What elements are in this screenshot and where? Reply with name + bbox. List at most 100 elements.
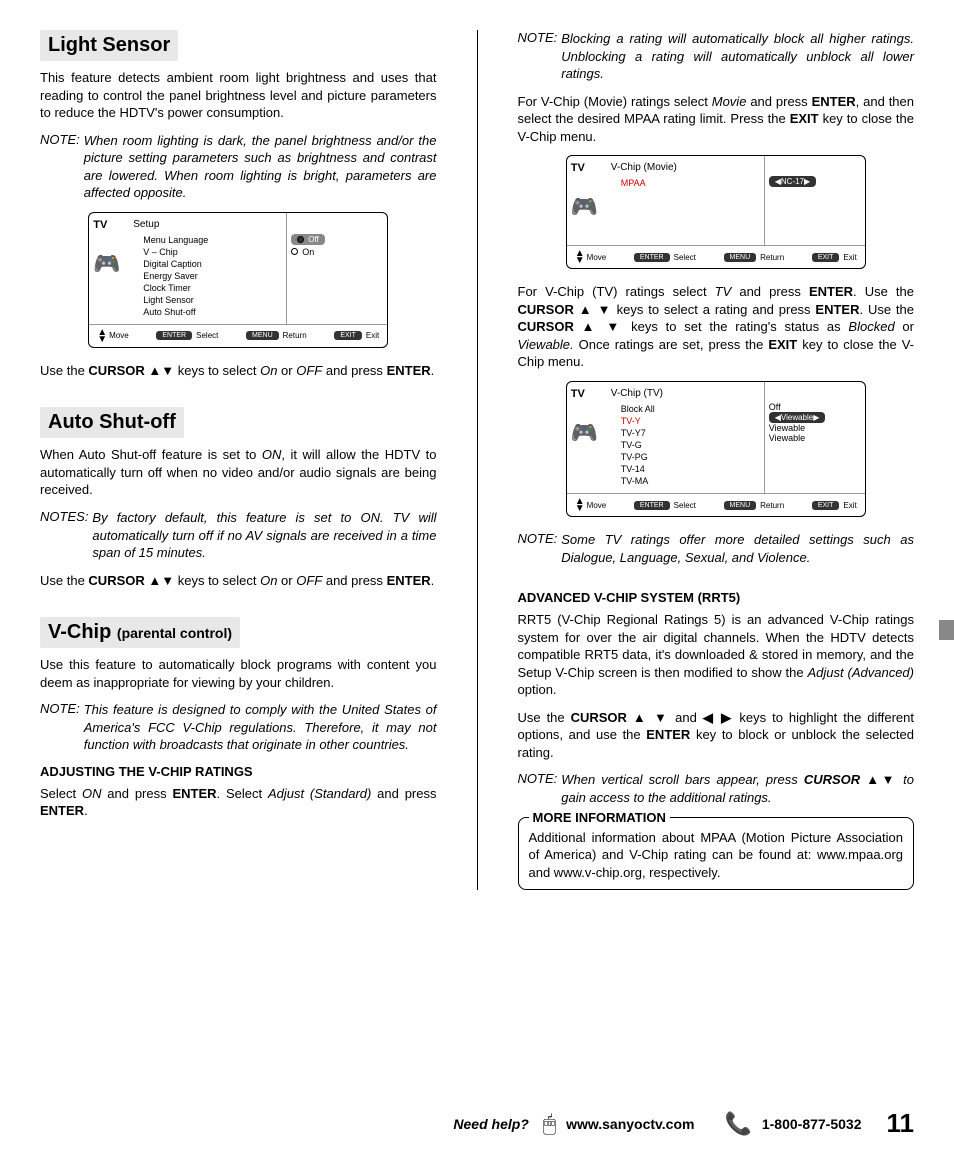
enter-key: ENTER: [156, 331, 192, 340]
footer-return: Return: [760, 253, 784, 262]
advanced-vchip-body: RRT5 (V-Chip Regional Ratings 5) is an a…: [518, 611, 915, 699]
rating-item: TV-G: [621, 439, 760, 451]
opt-off: Off: [308, 235, 319, 244]
note-body: Blocking a rating will automatically blo…: [561, 30, 914, 83]
exit-key: EXIT: [334, 331, 362, 340]
rating-value: NC-17: [781, 177, 804, 186]
note-label: NOTE:: [40, 701, 80, 754]
footer-exit: Exit: [843, 253, 856, 262]
advanced-note: NOTE: When vertical scroll bars appear, …: [518, 771, 915, 806]
page-number: 11: [887, 1108, 915, 1139]
tv-ratings-intro: For V-Chip (TV) ratings select TV and pr…: [518, 283, 915, 371]
enter-key: ENTER: [634, 253, 670, 262]
auto-shutoff-heading: Auto Shut-off: [40, 407, 184, 438]
auto-shutoff-section: Auto Shut-off When Auto Shut-off feature…: [40, 407, 437, 589]
mouse-icon: 🖱: [543, 1111, 556, 1137]
light-sensor-instruction: Use the CURSOR ▲▼ keys to select On or O…: [40, 362, 437, 380]
remote-icon: 🎮: [93, 251, 125, 277]
footer-move: Move: [109, 331, 129, 340]
note-label: NOTE:: [518, 30, 558, 83]
tv-ratings-note: NOTE: Some TV ratings offer more detaile…: [518, 531, 915, 566]
auto-shutoff-instruction: Use the CURSOR ▲▼ keys to select On or O…: [40, 572, 437, 590]
auto-shutoff-intro: When Auto Shut-off feature is set to ON,…: [40, 446, 437, 499]
menu-footer: ▲▼ Move ENTERSelect MENUReturn EXITExit: [567, 493, 865, 516]
advanced-vchip-heading: ADVANCED V-CHIP SYSTEM (RRT5): [518, 590, 915, 605]
menu-footer: ▲▼ Move ENTERSelect MENUReturn EXITExit: [89, 324, 387, 347]
menu-item: V – Chip: [143, 246, 282, 258]
footer-return: Return: [283, 331, 307, 340]
menu-key: MENU: [246, 331, 279, 340]
menu-key: MENU: [724, 501, 757, 510]
nc17-pill: ◀ NC-17 ▶: [769, 176, 816, 187]
footer-url: www.sanyoctv.com: [566, 1116, 694, 1132]
menu-key: MENU: [724, 253, 757, 262]
footer-select: Select: [196, 331, 218, 340]
vchip-section: V-Chip (parental control) Use this featu…: [40, 617, 437, 820]
rating-item: TV-MA: [621, 475, 760, 487]
tv-label: TV: [93, 219, 125, 231]
column-divider: [477, 30, 478, 890]
exit-key: EXIT: [812, 253, 840, 262]
vchip-intro: Use this feature to automatically block …: [40, 656, 437, 691]
page-footer: Need help? 🖱 www.sanyoctv.com 📞 1-800-87…: [40, 1108, 914, 1139]
light-sensor-note: NOTE: When room lighting is dark, the pa…: [40, 132, 437, 202]
phone-icon: 📞: [724, 1111, 751, 1137]
footer-phone: 1-800-877-5032: [762, 1116, 862, 1132]
auto-shutoff-note: NOTES: By factory default, this feature …: [40, 509, 437, 562]
tv-label: TV: [571, 388, 603, 400]
note-label: NOTES:: [40, 509, 88, 562]
footer-select: Select: [674, 501, 696, 510]
exit-key: EXIT: [812, 501, 840, 510]
enter-key: ENTER: [634, 501, 670, 510]
menu-item: Digital Caption: [143, 258, 282, 270]
vchip-tv-menu: TV 🎮 V-Chip (TV) Block All TV-Y TV-Y7 TV…: [566, 381, 866, 517]
advanced-vchip-instruction: Use the CURSOR ▲ ▼ and ◀ ▶ keys to highl…: [518, 709, 915, 762]
viewable-pill: ◀ Viewable ▶: [769, 412, 826, 423]
vchip-heading: V-Chip (parental control): [40, 617, 240, 648]
rating-val: Viewable: [769, 433, 861, 443]
mpaa-item: MPAA: [621, 177, 760, 189]
menu-item: Auto Shut-off: [143, 306, 282, 318]
menu-title: Setup: [133, 219, 282, 230]
vchip-movie-menu: TV 🎮 V-Chip (Movie) MPAA ◀ NC-17 ▶ ▲▼ Mo…: [566, 155, 866, 269]
page-edge-mark: [939, 620, 954, 640]
rating-item: TV-14: [621, 463, 760, 475]
rating-val: Viewable: [781, 413, 813, 422]
vchip-title-text: V-Chip: [48, 621, 111, 643]
note-label: NOTE:: [518, 531, 558, 566]
note-body: When vertical scroll bars appear, press …: [561, 771, 914, 806]
remote-icon: 🎮: [571, 194, 603, 220]
menu-title: V-Chip (Movie): [611, 162, 760, 173]
light-sensor-section: Light Sensor This feature detects ambien…: [40, 30, 437, 379]
tv-label: TV: [571, 162, 603, 174]
rating-item: TV-PG: [621, 451, 760, 463]
menu-item: Clock Timer: [143, 282, 282, 294]
blocking-note: NOTE: Blocking a rating will automatical…: [518, 30, 915, 83]
rating-val: Off: [769, 402, 861, 412]
movie-ratings-intro: For V-Chip (Movie) ratings select Movie …: [518, 93, 915, 146]
note-body: By factory default, this feature is set …: [92, 509, 436, 562]
more-info-body: Additional information about MPAA (Motio…: [529, 829, 904, 882]
note-body: Some TV ratings offer more detailed sett…: [561, 531, 914, 566]
menu-title: V-Chip (TV): [611, 388, 760, 399]
need-help-text: Need help?: [453, 1116, 528, 1132]
vchip-note: NOTE: This feature is designed to comply…: [40, 701, 437, 754]
note-label: NOTE:: [518, 771, 558, 806]
more-info-box: MORE INFORMATION Additional information …: [518, 817, 915, 891]
footer-move: Move: [587, 501, 607, 510]
rating-item: TV-Y: [621, 415, 760, 427]
vchip-subtitle: (parental control): [117, 625, 232, 641]
setup-menu-screenshot: TV 🎮 Setup Menu Language V – Chip Digita…: [88, 212, 388, 348]
menu-item: Light Sensor: [143, 294, 282, 306]
rating-item: TV-Y7: [621, 427, 760, 439]
rating-item: Block All: [621, 403, 760, 415]
footer-return: Return: [760, 501, 784, 510]
remote-icon: 🎮: [571, 420, 603, 446]
vchip-instruction: Select ON and press ENTER. Select Adjust…: [40, 785, 437, 820]
rating-val: Viewable: [769, 423, 861, 433]
menu-footer: ▲▼ Move ENTERSelect MENUReturn EXITExit: [567, 245, 865, 268]
footer-select: Select: [674, 253, 696, 262]
adjusting-ratings-heading: ADJUSTING THE V-CHIP RATINGS: [40, 764, 437, 779]
menu-item: Menu Language: [143, 234, 282, 246]
note-label: NOTE:: [40, 132, 80, 202]
